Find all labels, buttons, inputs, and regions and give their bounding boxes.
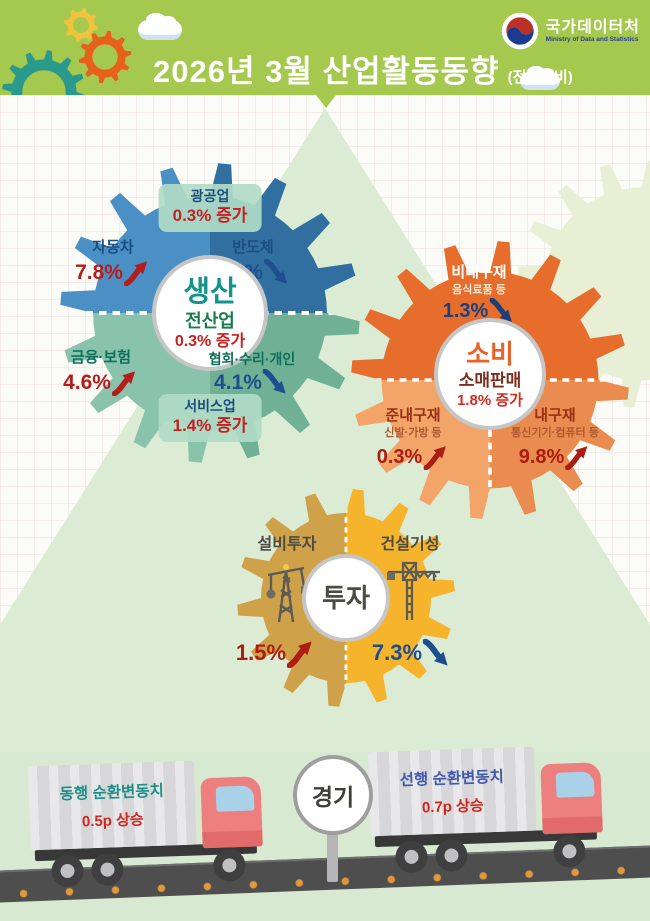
leading-label: 선행 순환변동치 xyxy=(399,768,505,790)
up-arrow-icon xyxy=(111,369,139,396)
up-arrow-icon xyxy=(287,639,316,668)
truck-wheel xyxy=(552,834,586,868)
consumption-nondurable-item: 비내구재 음식료품 등 1.3% xyxy=(443,263,516,324)
durable-label: 내구재 xyxy=(534,407,576,424)
leading-truck: 선행 순환변동치 0.7p 상승 xyxy=(366,738,621,887)
down-arrow-icon xyxy=(423,639,452,668)
production-hub: 생산 전산업 0.3% 증가 xyxy=(152,255,268,371)
agency-logo: 국가데이터처 Ministry of Data and Statistics xyxy=(501,12,640,50)
investment-equipment-value-wrap: 1.5% xyxy=(236,638,316,668)
production-sub: 전산업 xyxy=(185,310,235,331)
header-pointer xyxy=(316,95,336,108)
semidurable-sublabel: 신발·가방 등 xyxy=(384,426,442,439)
down-arrow-icon xyxy=(263,258,291,286)
truck-fender xyxy=(202,830,263,849)
truck-cab xyxy=(200,776,263,849)
economy-sign-post xyxy=(327,800,338,882)
production-title: 생산 xyxy=(183,275,237,308)
production-assoc-item: 협회·수리·개인 4.1% xyxy=(209,350,296,396)
leading-value: 0.7p 상승 xyxy=(421,797,484,817)
semidurable-label: 준내구재 xyxy=(385,407,441,424)
logo-subtitle: Ministry of Data and Statistics xyxy=(545,36,639,44)
production-service-badge: 서비스업 1.4% 증가 xyxy=(158,394,262,443)
truck-trailer: 동행 순환변동치 0.5p 상승 xyxy=(27,760,197,851)
truck-cab xyxy=(540,762,603,835)
investment-hub: 투자 xyxy=(302,554,390,642)
investment-equipment-label-wrap: 설비투자 xyxy=(258,535,317,556)
consumption-semidurable-item: 준내구재 신발·가방 등 0.3% xyxy=(377,406,450,470)
truck-wheel xyxy=(434,838,469,873)
coincident-label: 동행 순환변동치 xyxy=(59,782,165,804)
construction-label: 건설기성 xyxy=(380,536,440,553)
cloud-icon xyxy=(138,13,182,40)
truck-fender xyxy=(542,816,603,835)
truck-wheel xyxy=(50,854,85,888)
coincident-value: 0.5p 상승 xyxy=(81,811,144,831)
equipment-value: 1.5% xyxy=(235,640,287,666)
header: 2026년 3월 산업활동동향 (전월대비) 국가데이터처 Ministry o… xyxy=(0,0,650,95)
investment-title: 투자 xyxy=(322,582,370,613)
page-title: 2026년 3월 산업활동동향 xyxy=(153,54,500,89)
consumption-value: 1.8% 증가 xyxy=(457,391,523,409)
investment-construction-label-wrap: 건설기성 xyxy=(381,535,440,556)
nondurable-sublabel: 음식료품 등 xyxy=(452,283,506,296)
tower-crane-icon xyxy=(387,561,440,620)
auto-label: 자동차 xyxy=(92,239,134,256)
service-value: 1.4% 증가 xyxy=(172,416,248,436)
nondurable-value: 1.3% xyxy=(442,299,489,322)
truck-window xyxy=(555,771,595,798)
up-arrow-icon xyxy=(565,444,591,470)
truck-wheel xyxy=(90,853,125,887)
production-mining-badge: 광공업 0.3% 증가 xyxy=(158,184,262,233)
up-arrow-icon xyxy=(423,444,449,470)
page-title-suffix: (전월대비) xyxy=(507,69,573,86)
truck-wheel xyxy=(394,840,429,874)
decor-gear-yellow-icon xyxy=(63,7,99,43)
semiconductor-label: 반도체 xyxy=(232,239,274,256)
nondurable-label: 비내구재 xyxy=(451,264,507,281)
construction-value: 7.3% xyxy=(371,640,423,666)
equipment-label: 설비투자 xyxy=(257,536,317,553)
durable-sublabel: 통신기기·컴퓨터 등 xyxy=(511,426,599,439)
decor-gear-orange-icon xyxy=(78,30,132,84)
durable-value: 9.8% xyxy=(518,445,565,468)
truck-wheel xyxy=(212,848,246,882)
consumption-title: 소비 xyxy=(466,338,514,369)
investment-construction-value-wrap: 7.3% xyxy=(372,638,452,668)
decor-gear-teal-icon xyxy=(2,50,86,95)
service-label: 서비스업 xyxy=(184,398,236,414)
semidurable-value: 0.3% xyxy=(376,445,423,468)
finance-label: 금융·보험 xyxy=(70,349,132,366)
truck-trailer: 선행 순환변동치 0.7p 상승 xyxy=(367,746,537,837)
production-value: 0.3% 증가 xyxy=(174,333,246,351)
consumption-sub: 소매판매 xyxy=(458,371,522,391)
finance-value: 4.6% xyxy=(63,370,111,394)
truck-window xyxy=(215,785,255,812)
up-arrow-icon xyxy=(123,259,151,286)
production-finance-item: 금융·보험 4.6% xyxy=(63,348,139,396)
production-auto-item: 자동차 7.8% xyxy=(75,238,151,286)
economy-sign: 경기 xyxy=(293,755,373,835)
mining-label: 광공업 xyxy=(190,188,230,204)
consumption-durable-item: 내구재 통신기기·컴퓨터 등 9.8% xyxy=(511,406,599,470)
economy-sign-label: 경기 xyxy=(311,784,355,810)
auto-value: 7.8% xyxy=(75,260,123,284)
coincident-truck: 동행 순환변동치 0.5p 상승 xyxy=(26,752,281,901)
mining-value: 0.3% 증가 xyxy=(172,206,248,226)
down-arrow-icon xyxy=(262,369,290,396)
assoc-value: 4.1% xyxy=(214,371,262,395)
taegeuk-logo-icon xyxy=(501,12,538,50)
consumption-hub: 소비 소매판매 1.8% 증가 xyxy=(434,318,546,430)
logo-title: 국가데이터처 xyxy=(545,18,640,36)
assoc-label: 협회·수리·개인 xyxy=(208,351,296,367)
cloud-icon xyxy=(520,66,560,90)
